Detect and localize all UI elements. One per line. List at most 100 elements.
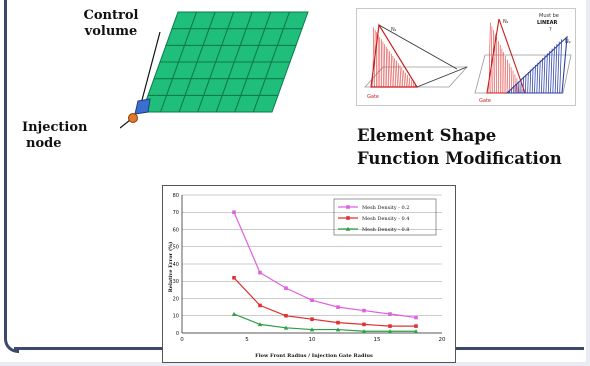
mesh-diagram bbox=[120, 11, 309, 129]
chart-point bbox=[388, 312, 392, 316]
hatch-line bbox=[408, 77, 411, 88]
hatch-line bbox=[396, 60, 398, 88]
chart-point bbox=[387, 329, 393, 334]
chart-point bbox=[258, 270, 262, 275]
chart-x-tick-label: 0 bbox=[180, 337, 184, 343]
hatch-line bbox=[545, 53, 548, 94]
chart-point bbox=[414, 315, 418, 320]
control-volume-leader bbox=[141, 31, 161, 101]
chart-point bbox=[414, 324, 418, 328]
hatch-line bbox=[505, 55, 507, 94]
left-n1-label: N₁ bbox=[391, 27, 397, 33]
hatch-line bbox=[397, 63, 400, 88]
chart-point bbox=[231, 311, 237, 316]
hatch-line bbox=[387, 48, 389, 88]
control-volume-marker bbox=[134, 98, 151, 115]
hatch-line bbox=[492, 30, 494, 94]
chart-y-tick-label: 80 bbox=[173, 193, 179, 199]
hatch-line bbox=[403, 70, 405, 88]
slide-frame-left bbox=[4, 0, 19, 353]
hatch-line bbox=[389, 51, 391, 88]
chart-y-tick-label: 0 bbox=[176, 331, 179, 337]
hatch-line bbox=[524, 74, 527, 94]
chart-y-tick-label: 10 bbox=[173, 314, 179, 320]
hatch-line bbox=[554, 43, 558, 94]
chart-series-line bbox=[233, 313, 416, 332]
mesh-cell bbox=[282, 11, 309, 30]
chart-series bbox=[231, 210, 419, 334]
right-n2-label: N₂ bbox=[565, 39, 571, 45]
right-blue-hatch bbox=[508, 39, 563, 94]
chart-point bbox=[310, 298, 314, 303]
injection-node-label-line1: Injection bbox=[22, 120, 88, 135]
left-gate-label: Gate bbox=[367, 94, 379, 100]
chart-series-line bbox=[233, 212, 417, 319]
shape-function-svg: N₁ Gate N₁ Must be LINEAR ? N₂ Gate bbox=[364, 13, 572, 104]
injection-node-label: Injection node bbox=[22, 120, 108, 153]
shape-function-title: Element Shape Function Modification bbox=[357, 124, 562, 170]
hatch-line bbox=[538, 60, 541, 94]
chart-point bbox=[232, 210, 236, 215]
injection-node-leader bbox=[120, 119, 131, 129]
hatch-line bbox=[405, 72, 407, 88]
hatch-line bbox=[385, 46, 388, 88]
hatch-line bbox=[407, 75, 409, 88]
injection-node-label-line2: node bbox=[26, 136, 62, 152]
hatch-line bbox=[508, 63, 511, 94]
hatch-line bbox=[559, 39, 563, 94]
chart-point bbox=[232, 276, 236, 280]
chart-legend-marker bbox=[346, 205, 350, 209]
left-plane bbox=[364, 66, 468, 88]
hatch-line bbox=[384, 44, 386, 88]
hatch-line bbox=[550, 48, 553, 94]
injection-node-marker bbox=[128, 113, 138, 123]
hatch-line bbox=[531, 67, 534, 94]
chart-y-tick-label: 40 bbox=[173, 262, 179, 268]
chart-axes: 0 10 20 30 40 50 60 70 80 0 5 10 15 20 bbox=[173, 193, 446, 343]
hatch-line bbox=[540, 57, 544, 94]
chart-point bbox=[257, 322, 263, 327]
chart-point bbox=[336, 305, 340, 309]
chart-y-axis-label: Relative Error (%) bbox=[167, 242, 174, 293]
hatch-line bbox=[552, 46, 555, 94]
chart-series-line bbox=[233, 277, 416, 327]
left-shape-hatch bbox=[372, 27, 416, 88]
control-volume-label-line2: volume bbox=[84, 24, 138, 40]
chart-point bbox=[284, 286, 288, 290]
right-gate-label: Gate bbox=[479, 98, 491, 104]
chart-legend-label: Mesh Density - 0.4 bbox=[362, 216, 409, 222]
chart-x-axis-label: Flow Front Radius / Injection Gate Radiu… bbox=[255, 353, 373, 359]
left-diagonal bbox=[416, 66, 468, 88]
chart-legend-label: Mesh Density - 0.2 bbox=[362, 205, 409, 211]
chart-y-tick-label: 70 bbox=[173, 210, 179, 216]
chart-point bbox=[413, 329, 419, 334]
chart-point bbox=[283, 325, 289, 330]
chart-x-tick-label: 5 bbox=[245, 337, 249, 343]
chart-legend: Mesh Density - 0.2 Mesh Density - 0.4 Mesh… bbox=[333, 198, 437, 236]
hatch-line bbox=[394, 58, 397, 88]
chart-y-tick-label: 20 bbox=[173, 296, 179, 302]
chart-point bbox=[309, 327, 315, 332]
right-red-outline bbox=[486, 18, 526, 94]
chart-legend-marker bbox=[346, 216, 350, 220]
hatch-line bbox=[514, 74, 516, 94]
chart-point bbox=[310, 317, 314, 321]
linear-label: LINEAR bbox=[537, 20, 558, 26]
control-volume-label-line1: Control bbox=[83, 8, 139, 23]
shape-function-title-line1: Element Shape bbox=[357, 126, 497, 145]
chart-point bbox=[335, 327, 341, 332]
relative-error-chart: 0 10 20 30 40 50 60 70 80 0 5 10 15 20 Mesh Density -… bbox=[162, 185, 456, 363]
question-label: ? bbox=[549, 27, 552, 33]
hatch-line bbox=[372, 27, 374, 88]
must-be-label: Must be bbox=[539, 13, 559, 19]
hatch-line bbox=[399, 65, 402, 88]
chart-point bbox=[362, 308, 366, 313]
shape-function-figure: N₁ Gate N₁ Must be LINEAR ? N₂ Gate bbox=[356, 8, 576, 106]
chart-x-tick-label: 15 bbox=[374, 337, 381, 343]
hatch-line bbox=[547, 50, 551, 94]
hatch-line bbox=[506, 59, 509, 94]
hatch-line bbox=[392, 55, 395, 88]
hatch-line bbox=[516, 78, 518, 94]
hatch-line bbox=[490, 26, 493, 94]
chart-point bbox=[336, 320, 340, 325]
